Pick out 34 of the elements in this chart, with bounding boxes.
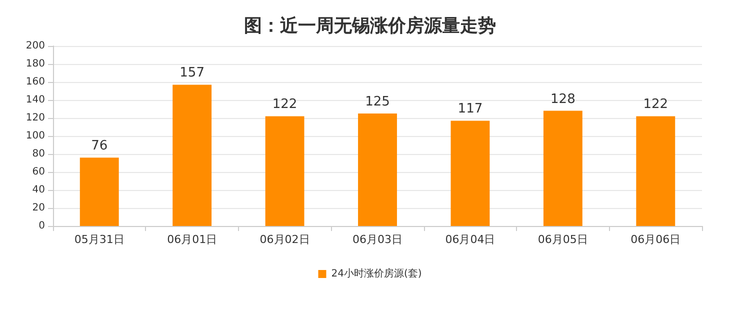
bar [358,114,397,226]
data-label: 76 [91,138,108,154]
data-label: 122 [272,97,298,112]
data-label: 157 [180,66,204,81]
y-tick-label: 100 [26,130,45,142]
y-tick-label: 180 [26,58,45,70]
y-tick-label: 60 [32,166,45,178]
data-label: 122 [643,97,668,112]
y-tick-label: 200 [26,40,45,52]
bar [636,116,676,226]
x-tick-label: 05月31日 [74,233,124,246]
bar [80,158,119,226]
data-label: 128 [550,92,576,107]
chart-title: 图：近一周无锡涨价房源量走势 [244,16,496,36]
y-tick-label: 40 [32,184,45,196]
x-tick-label: 06月03日 [352,233,402,246]
x-tick-label: 06月02日 [260,233,310,246]
y-tick-label: 20 [32,202,45,214]
x-tick-label: 06月05日 [538,233,588,246]
bar [543,110,582,226]
bar [265,116,304,226]
y-tick-label: 160 [26,76,45,88]
data-label: 125 [365,94,390,110]
y-tick-label: 0 [38,220,45,232]
y-tick-label: 140 [26,94,45,106]
x-tick-label: 06月01日 [167,233,218,246]
bar [172,84,212,226]
bar [450,120,490,226]
legend-label: 24小时涨价房源(套) [331,268,422,280]
x-tick-label: 06月04日 [445,233,496,246]
y-tick-label: 80 [32,148,45,160]
data-label: 117 [458,102,483,117]
y-tick-label: 120 [26,112,45,124]
x-tick-label: 06月06日 [630,233,681,246]
